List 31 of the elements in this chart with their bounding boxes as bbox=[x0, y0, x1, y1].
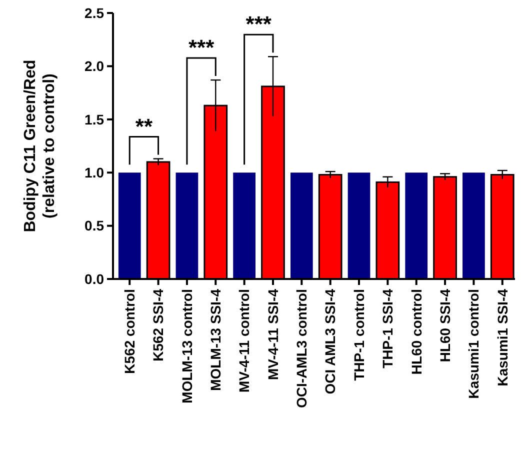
x-tick-label: HL60 SSI-4 bbox=[436, 288, 453, 362]
annotation: ** bbox=[135, 114, 153, 139]
y-tick-label: 2.5 bbox=[84, 4, 104, 21]
y-tick-label: 0.5 bbox=[84, 218, 104, 234]
x-tick-label: K562 SSI-4 bbox=[150, 288, 166, 362]
x-tick-label: MV-4-11 SSI-4 bbox=[264, 288, 281, 380]
bar bbox=[348, 172, 370, 279]
x-tick-label: K562 control bbox=[122, 289, 138, 374]
annotation: *** bbox=[246, 12, 272, 37]
y-tick-label: 1.0 bbox=[84, 164, 104, 180]
x-tick-label: Kasumi1 control bbox=[466, 289, 482, 399]
bar bbox=[118, 172, 141, 279]
y-axis-title: Bodipy C11 Green/Red (relative to control) bbox=[22, 60, 58, 232]
x-tick-label: MOLM-13 SSI-4 bbox=[208, 288, 224, 391]
x-tick-label: OCI-AML3 control bbox=[294, 289, 310, 408]
x-tick-label: MV-4-11 control bbox=[236, 289, 252, 392]
x-tick-label: THP-1 SSI-4 bbox=[380, 288, 396, 368]
annotation: *** bbox=[188, 35, 215, 60]
x-tick-label: THP-1 control bbox=[350, 289, 367, 381]
bar bbox=[176, 172, 198, 279]
bar bbox=[462, 172, 485, 279]
y-tick-label: 0.0 bbox=[84, 270, 104, 287]
y-tick-label: 2.0 bbox=[84, 58, 104, 74]
x-tick-label: Kasumi1 SSI-4 bbox=[494, 288, 510, 386]
bar bbox=[405, 172, 428, 279]
x-tick-label: HL60 control bbox=[408, 289, 424, 375]
bar bbox=[233, 172, 256, 279]
x-tick-label: OCI AML3 SSI-4 bbox=[322, 288, 338, 394]
bar bbox=[290, 172, 313, 279]
x-tick-label: MOLM-13 control bbox=[178, 289, 195, 404]
y-tick-label: 1.5 bbox=[84, 111, 104, 128]
